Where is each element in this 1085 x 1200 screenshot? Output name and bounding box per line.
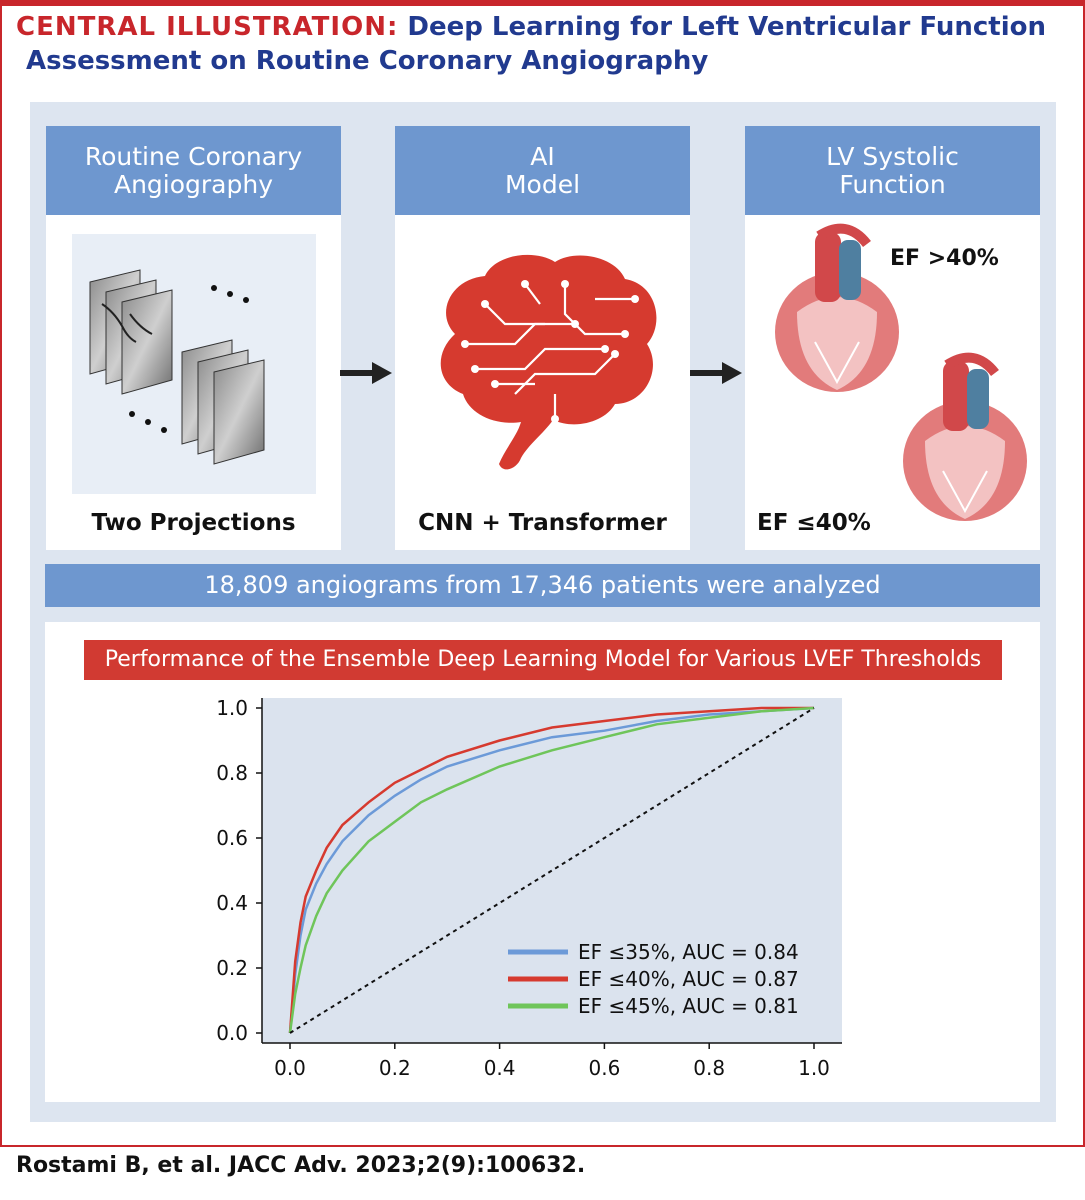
step-angiography-footer: Two Projections — [91, 510, 296, 536]
y-tick-label: 0.8 — [216, 761, 248, 785]
legend-label: EF ≤40%, AUC = 0.87 — [578, 967, 799, 991]
step-lv-function-header: LV Systolic Function — [745, 126, 1040, 215]
right-arrow-icon — [340, 362, 392, 384]
roc-curve-0 — [288, 706, 815, 1034]
plot-area — [262, 698, 842, 1043]
legend-label: EF ≤35%, AUC = 0.84 — [578, 940, 799, 964]
step-ai-model-header: AI Model — [395, 126, 690, 215]
header: CENTRAL ILLUSTRATION: Deep Learning for … — [16, 10, 1076, 78]
x-tick-label: 1.0 — [798, 1056, 830, 1080]
step-lv-function-title-2: Function — [839, 169, 946, 199]
y-tick-label: 0.6 — [216, 826, 248, 850]
step-ai-model-title-2: Model — [504, 169, 581, 199]
step-lv-function-title-1: LV Systolic — [826, 141, 959, 171]
top-accent-bar — [0, 0, 1085, 6]
y-tick-label: 0.2 — [216, 956, 248, 980]
step-ai-model: AI Model CNN + Transformer — [395, 126, 690, 550]
analysis-summary-banner: 18,809 angiograms from 17,346 patients w… — [45, 564, 1040, 607]
heart-icon — [775, 223, 899, 392]
right-arrow-icon — [690, 362, 742, 384]
chance-line — [289, 707, 815, 1034]
y-tick-label: 0.0 — [216, 1021, 248, 1045]
central-illustration-label: CENTRAL ILLUSTRATION: — [16, 12, 399, 42]
step-angiography: Routine Coronary Angiography Two Projec — [46, 126, 341, 550]
step-angiography-title-1: Routine Coronary — [84, 141, 303, 171]
title-line-1: Deep Learning for Left Ventricular Funct… — [407, 12, 1047, 42]
performance-title: Performance of the Ensemble Deep Learnin… — [84, 640, 1002, 680]
citation: Rostami B, et al. JACC Adv. 2023;2(9):10… — [16, 1153, 586, 1178]
step-ai-model-title-1: AI — [530, 141, 555, 171]
step-angiography-title-2: Angiography — [113, 169, 274, 199]
ef-above-40-label: EF >40% — [890, 246, 999, 271]
title-line-2: Assessment on Routine Coronary Angiograp… — [26, 46, 709, 76]
x-tick-label: 0.0 — [274, 1056, 306, 1080]
step-lv-function: LV Systolic Function EF >40% EF ≤40% — [745, 126, 1040, 550]
heart-icon — [903, 352, 1027, 521]
y-tick-label: 1.0 — [216, 696, 248, 720]
legend-label: EF ≤45%, AUC = 0.81 — [578, 994, 799, 1018]
circuit-brain-icon — [440, 254, 657, 470]
x-tick-label: 0.6 — [588, 1056, 620, 1080]
roc-chart: 0.0 0.2 0.4 0.6 0.8 1.0 0.0 0.2 0.4 0.6 0.8 1.0 EF ≤… — [216, 696, 842, 1080]
x-tick-label: 0.2 — [379, 1056, 411, 1080]
step-ai-model-footer: CNN + Transformer — [418, 510, 667, 536]
roc-curve-1 — [288, 706, 814, 1034]
step-angiography-header: Routine Coronary Angiography — [46, 126, 341, 215]
roc-curve-2 — [288, 706, 815, 1034]
angiogram-frames-icon — [72, 234, 316, 494]
x-tick-label: 0.4 — [484, 1056, 516, 1080]
x-tick-label: 0.8 — [693, 1056, 725, 1080]
y-tick-label: 0.4 — [216, 891, 248, 915]
ef-at-most-40-label: EF ≤40% — [757, 510, 871, 536]
header-line-1: CENTRAL ILLUSTRATION: Deep Learning for … — [16, 12, 1046, 42]
